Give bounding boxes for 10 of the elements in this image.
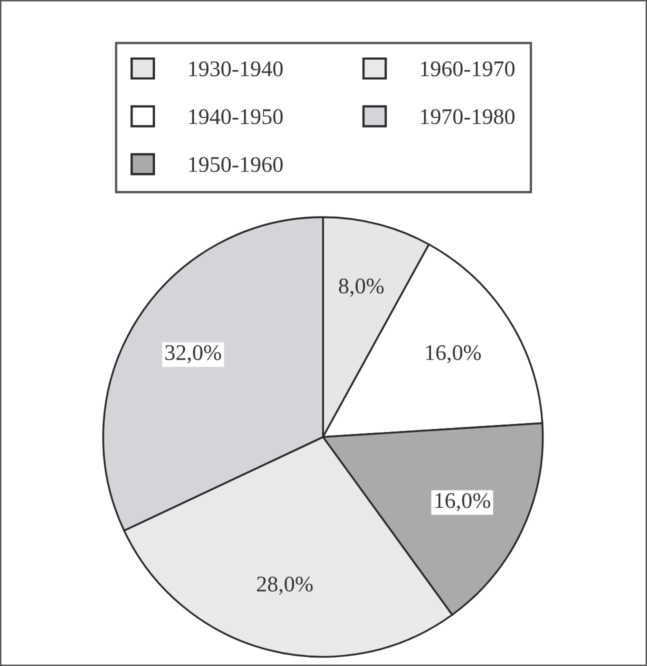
legend-label: 1950-1960 — [189, 157, 283, 172]
data-label: 8,0% — [338, 278, 384, 297]
legend-label: 1960-1970 — [421, 61, 514, 76]
legend-label: 1930-1940 — [189, 61, 283, 76]
data-label: 16,0% — [426, 345, 481, 364]
data-label: 28,0% — [257, 576, 313, 595]
data-label: 32,0% — [165, 345, 222, 364]
data-label: 16,0% — [435, 493, 490, 512]
legend-label: 1970-1980 — [421, 109, 514, 124]
legend-label: 1940-1950 — [189, 109, 283, 124]
